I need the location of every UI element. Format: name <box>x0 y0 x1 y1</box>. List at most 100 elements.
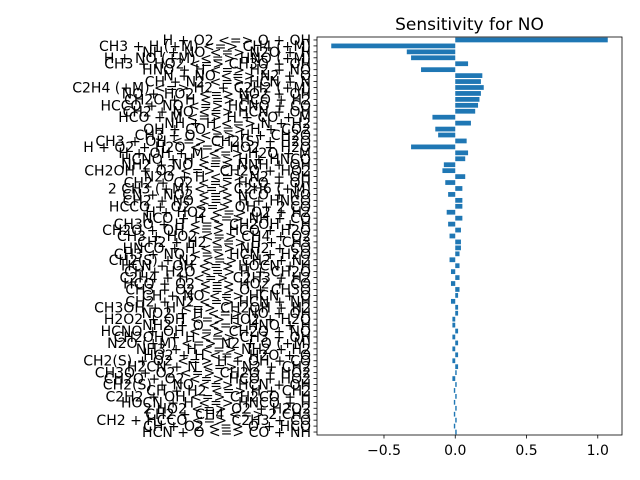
bar <box>455 251 460 257</box>
bar <box>455 120 471 126</box>
bar <box>455 417 457 423</box>
reaction-label: CH3 + O <=> H + CH2O <box>135 128 311 144</box>
x-tick-label: 0.5 <box>515 443 537 459</box>
reaction-label: NH2 + NO <=> NNH + OH <box>121 158 311 174</box>
reaction-label: C2H4 + H <=> C2H3 + H2 <box>119 271 311 287</box>
bar <box>455 96 480 102</box>
reaction-label: CH3 + NO <=> HCN + H2O <box>114 247 311 263</box>
reaction-label: 2 CH3 (+M) <=> C2H6 (+M) <box>108 181 311 197</box>
reaction-label: C2H4 (+M) <=> H2 + C2H2 (+M) <box>72 80 311 96</box>
reaction-label: CH3 + O2 <=> O + CH3O <box>125 282 311 298</box>
bar <box>455 150 469 156</box>
reaction-label: HNO + H <=> H2 + NO <box>142 63 311 79</box>
bar <box>455 91 481 96</box>
reaction-label: 2 HO2 <=> O2 + H2O2 <box>143 401 311 417</box>
bar <box>455 174 466 179</box>
reaction-label: CH2 + NO <=> H + HNCO <box>123 193 311 209</box>
reaction-label: CH3 + HO2 <=> CH3O + OH <box>104 57 311 73</box>
bar <box>455 382 457 387</box>
bar <box>448 221 456 227</box>
bar <box>455 310 459 316</box>
reaction-label: NO + HO2 <=> NO2 + OH <box>122 86 311 102</box>
reaction-label: CH2OH + H <=> CH3 + OH <box>114 330 311 346</box>
reaction-label: HCCO + NO <=> HCNO + CO <box>100 98 311 114</box>
reaction-label: HNCO + H <=> NH2 + CO <box>123 241 311 257</box>
reaction-label: HCO + O2 <=> HO2 + CO <box>123 277 311 293</box>
bar <box>453 388 456 393</box>
reaction-label: N2O (+M) <=> N2 + O (+M) <box>107 336 311 352</box>
reaction-label: CH2 + N2 <=> HCN + NH <box>125 294 311 310</box>
bar <box>455 102 479 108</box>
reaction-label: H + O2 <=> O + OH <box>163 33 311 49</box>
reaction-label: N2O + H <=> N2 + OH <box>144 170 311 186</box>
bar <box>421 67 456 73</box>
bar <box>448 192 456 197</box>
bar <box>455 108 476 114</box>
bar <box>455 405 457 411</box>
bar <box>455 352 459 358</box>
bar <box>455 275 460 280</box>
x-tick-label: 0.0 <box>444 443 466 459</box>
reaction-label: NH3 + H <=> NH2 + H2 <box>136 342 311 358</box>
bar <box>455 263 460 269</box>
bar <box>450 281 456 286</box>
reaction-label: NH + H <=> N + H2 <box>164 116 311 132</box>
reaction-label: CH3 + H (+M) <=> CH4 (+M) <box>99 39 311 55</box>
bar <box>455 293 459 298</box>
reaction-label: HCN + O <=> CO + NH <box>142 425 311 441</box>
bar <box>452 322 456 328</box>
reaction-label: CN + NO2 <=> NCO + NO <box>122 187 311 203</box>
bar <box>331 43 456 49</box>
reaction-label: CH3OH + H <=> CH2OH + H2 <box>94 300 311 316</box>
bar <box>455 227 461 233</box>
reaction-label: CH3O + O2 <=> CH2O + HO2 <box>95 366 311 382</box>
reaction-label: CH2 + H2 <=> H + CH3 <box>137 235 311 251</box>
bar <box>455 186 463 191</box>
reaction-label: CH2OH + O2 <=> CH2O + HO2 <box>84 164 311 180</box>
bar <box>455 79 481 84</box>
bar <box>455 328 459 334</box>
reaction-label: CH3O + H <=> CH2OH + H <box>114 217 311 233</box>
reaction-label: NO2 + H <=> NO + OH <box>142 306 311 322</box>
bar <box>435 126 456 132</box>
reaction-label: HO2 + H <=> H2O + O <box>143 348 311 364</box>
bar <box>455 429 457 435</box>
bar <box>455 239 461 245</box>
reaction-label: HCO + M <=> H + CO + M <box>118 110 311 126</box>
bar <box>443 162 456 168</box>
bar <box>446 209 456 215</box>
reaction-label: HCCO + O2 <=> OH + 2 CO <box>109 199 311 215</box>
bar <box>455 245 461 251</box>
bar <box>452 358 456 364</box>
bar <box>455 304 459 310</box>
y-ticks-group <box>313 39 317 433</box>
reaction-label: HOCN + H <=> HNCO + H <box>121 395 311 411</box>
reaction-label: CH + N2 <=> HCN + N <box>145 75 311 91</box>
bars-group <box>331 37 608 435</box>
bar <box>455 85 484 90</box>
reaction-label: H2CN + N <=> N2 + CH2 <box>127 360 311 376</box>
reaction-label: H2O2 + OH <=> HO2 + H2O <box>104 312 311 328</box>
bar <box>455 287 460 292</box>
bar <box>455 340 459 346</box>
reaction-label: CH2 + NO <=> HCN + OH <box>123 104 311 120</box>
reaction-label: CH + O2 <=> O + HCO <box>143 419 311 435</box>
reaction-label: CH2 + HCCO <=> C2H3 + CO <box>96 413 311 429</box>
reaction-label: C2H2 + OH <=> CH2CO + H <box>105 389 311 405</box>
bar <box>452 346 456 352</box>
bar <box>455 197 463 203</box>
bar <box>442 168 456 174</box>
reaction-label: H + OH + M <=> H2O + M <box>118 146 311 162</box>
reaction-label: CH + H2 <=> H + CH2 <box>146 383 311 399</box>
reaction-label: H + NO (+M) <=> HNO (+M) <box>104 51 311 67</box>
reaction-label: CH2(S) + NO <=> HCN + OH <box>103 378 311 394</box>
bar <box>455 138 467 144</box>
reaction-label: CH2(S) + N2 <=> CH2 + N2 <box>109 253 311 269</box>
reaction-label: CH2O + O2 <=> HCO + HO2 <box>104 372 311 388</box>
reaction-label: CH + H2O <=> H + CH2O <box>124 265 311 281</box>
bar <box>450 298 456 304</box>
reaction-label: CH2O + OH <=> HCO + H2O <box>102 223 311 239</box>
reaction-label: NCO + H <=> NH + CO <box>142 211 311 227</box>
bar <box>455 156 466 162</box>
